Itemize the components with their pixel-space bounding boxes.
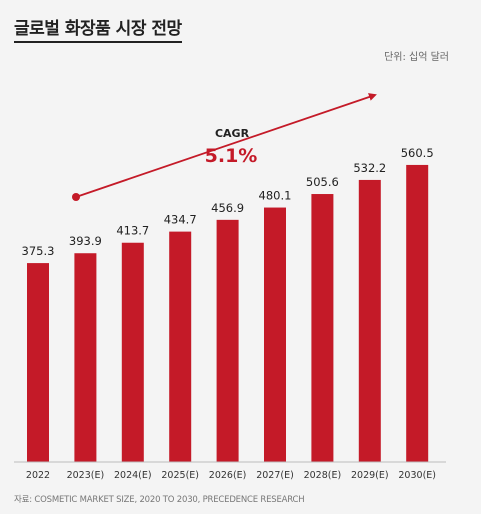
value-label: 393.9: [69, 234, 102, 248]
bar-2030(E): [406, 164, 429, 462]
bar-2025(E): [169, 231, 192, 462]
value-label: 505.6: [306, 175, 339, 189]
bar-2027(E): [264, 207, 286, 462]
category-label: 2024(E): [114, 470, 152, 481]
category-label: 2025(E): [161, 470, 199, 481]
cagr-value: 5.1%: [205, 145, 258, 167]
value-label: 480.1: [259, 189, 292, 203]
unit-label: 단위: 십억 달러: [384, 52, 449, 63]
value-label: 456.9: [211, 201, 244, 215]
bar-2024(E): [121, 242, 144, 462]
category-label: 2027(E): [256, 470, 294, 481]
cagr-annotation: CAGR 5.1%: [72, 93, 377, 201]
bar-2029(E): [358, 179, 381, 462]
bar-2023(E): [74, 253, 97, 462]
value-label: 375.3: [22, 244, 55, 258]
bar-2026(E): [216, 219, 239, 462]
category-label: 2030(E): [398, 470, 436, 481]
value-label: 532.2: [353, 161, 386, 175]
value-label: 413.7: [116, 224, 149, 238]
category-label: 2026(E): [209, 470, 247, 481]
bar-2022: [27, 263, 49, 462]
category-label: 2028(E): [304, 470, 342, 481]
chart-title: 글로벌 화장품 시장 전망: [14, 14, 182, 43]
category-label: 2023(E): [67, 470, 105, 481]
bars-group: 375.3 2022 393.9 2023(E) 413.7 2024(E) 434.7 20…: [22, 146, 436, 481]
cagr-arrow: [75, 93, 377, 198]
value-label: 560.5: [401, 146, 434, 160]
category-label: 2029(E): [351, 470, 389, 481]
cagr-label: CAGR: [215, 127, 250, 140]
bar-2028(E): [311, 194, 334, 463]
value-label: 434.7: [164, 213, 197, 227]
source-note: 자료: COSMETIC MARKET SIZE, 2020 TO 2030, …: [14, 495, 305, 505]
cagr-arrow-start-dot: [72, 193, 80, 201]
category-label: 2022: [26, 470, 50, 481]
